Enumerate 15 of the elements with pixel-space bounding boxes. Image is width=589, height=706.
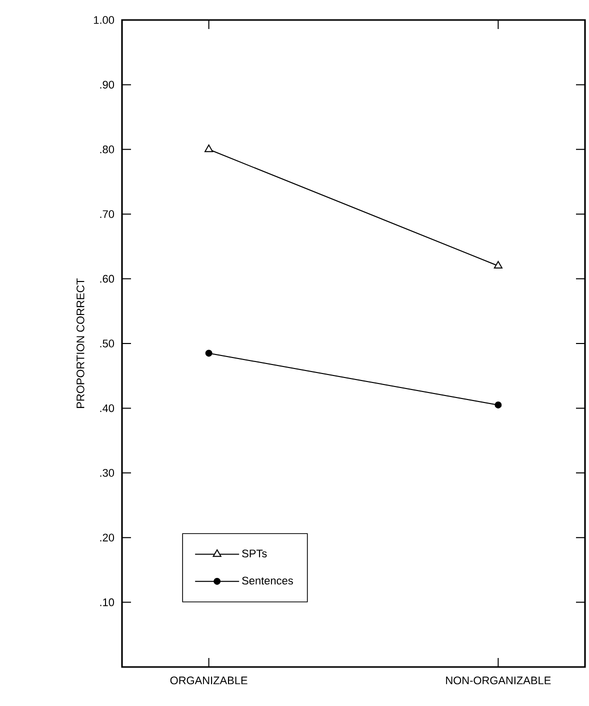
y-axis-title: PROPORTION CORRECT	[76, 278, 84, 408]
x-tick-label: ORGANIZABLE	[170, 676, 248, 684]
y-tick-label: .70	[100, 210, 114, 218]
y-tick-label: .60	[100, 274, 114, 283]
y-tick-label: .40	[100, 404, 114, 412]
y-tick-label: .50	[100, 340, 114, 348]
y-tick-label: .30	[100, 469, 114, 477]
y-tick-label: .80	[100, 146, 114, 154]
x-tick-label: NON-ORGANIZABLE	[446, 676, 551, 684]
y-tick-label: .10	[100, 598, 114, 606]
y-tick-label: 1.00	[94, 16, 114, 24]
legend-label: Sentences	[242, 576, 293, 585]
legend-label: SPTs	[242, 550, 267, 558]
y-tick-label: .20	[100, 534, 114, 542]
y-tick-label: .90	[100, 80, 114, 89]
